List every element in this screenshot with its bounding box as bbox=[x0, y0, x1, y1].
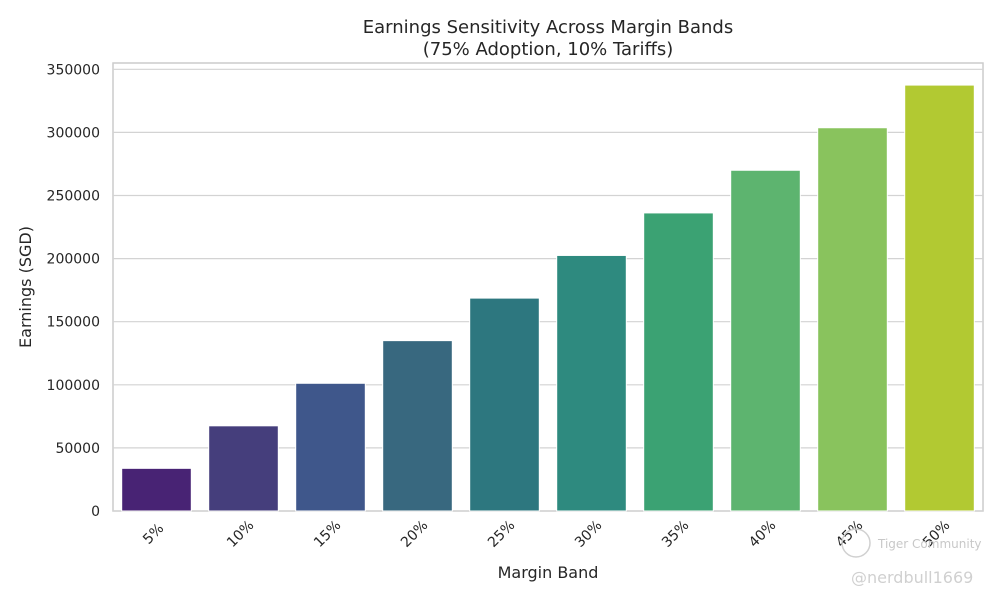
x-tick-label: 20% bbox=[398, 518, 431, 551]
x-tick-label: 5% bbox=[140, 521, 167, 548]
x-tick-label: 15% bbox=[311, 518, 344, 551]
bar-50pct bbox=[904, 84, 975, 512]
x-tick-label: 25% bbox=[485, 518, 518, 551]
bar-30pct bbox=[556, 254, 627, 512]
y-axis-ticks: 0 50000 100000 150000 200000 250000 300000 3500… bbox=[47, 62, 100, 520]
y-axis-label: Earnings (SGD) bbox=[16, 226, 35, 348]
x-tick-label: 40% bbox=[746, 518, 779, 551]
bar-15pct bbox=[295, 382, 366, 512]
y-tick-label: 250000 bbox=[47, 189, 100, 205]
watermark: Tiger Community @nerdbull1669 bbox=[841, 528, 982, 587]
y-tick-label: 200000 bbox=[47, 252, 100, 268]
y-tick-label: 0 bbox=[91, 504, 100, 520]
y-tick-label: 300000 bbox=[47, 125, 100, 141]
bar-20pct bbox=[382, 340, 453, 512]
title-line: (75% Adoption, 10% Tariffs) bbox=[423, 39, 674, 60]
x-axis-ticks: 5% 10% 15% 20% 25% 30% 35% 40% 45% 50% bbox=[140, 518, 953, 551]
x-tick-label: 10% bbox=[224, 518, 257, 551]
watermark-brand: Tiger Community bbox=[877, 537, 982, 551]
x-axis-label: Margin Band bbox=[498, 563, 599, 582]
bar-35pct bbox=[643, 212, 714, 512]
x-tick-label: 45% bbox=[833, 518, 866, 551]
bar-5pct bbox=[121, 467, 192, 512]
y-tick-label: 100000 bbox=[47, 378, 100, 394]
tiger-logo-icon bbox=[841, 528, 871, 558]
y-tick-label: 150000 bbox=[47, 315, 100, 331]
bars bbox=[121, 84, 975, 512]
title-line: Earnings Sensitivity Across Margin Bands bbox=[363, 17, 733, 38]
x-tick-label: 35% bbox=[659, 518, 692, 551]
bar-25pct bbox=[469, 297, 540, 512]
chart-title: Earnings Sensitivity Across Margin Bands… bbox=[363, 17, 733, 60]
x-tick-label: 30% bbox=[572, 518, 605, 551]
y-tick-label: 350000 bbox=[47, 62, 100, 78]
y-tick-label: 50000 bbox=[55, 441, 100, 457]
bar-45pct bbox=[817, 127, 888, 512]
bar-10pct bbox=[208, 425, 279, 512]
watermark-handle: @nerdbull1669 bbox=[851, 568, 973, 587]
bar-40pct bbox=[730, 169, 801, 512]
